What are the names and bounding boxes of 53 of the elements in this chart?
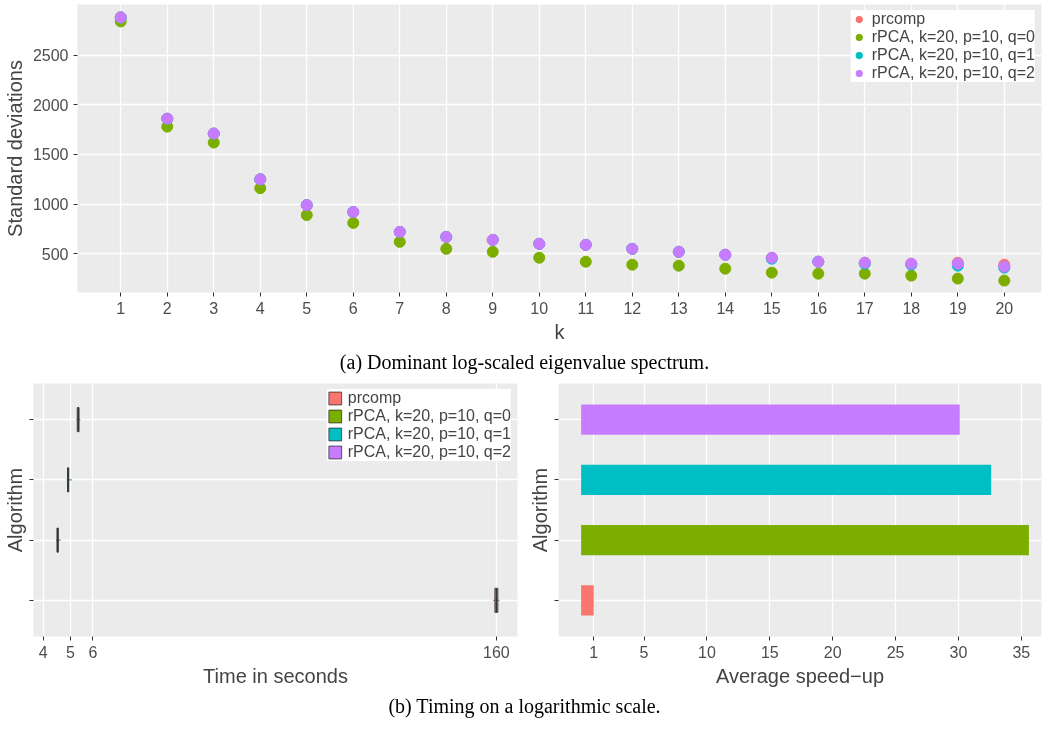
- x-tick-label: 35: [1012, 643, 1031, 661]
- x-tick-label: 4: [255, 299, 265, 317]
- legend-label: prcomp: [871, 10, 926, 28]
- text: (b) Timing on a logarithmic scale.: [388, 694, 661, 720]
- x-tick-label: 7: [395, 299, 405, 317]
- y-tick-label: 2000: [32, 96, 69, 114]
- x-tick-label: 25: [886, 643, 905, 661]
- legend-label: rPCA, k=20, p=10, q=1: [347, 425, 511, 443]
- legend-label: rPCA, k=20, p=10, q=2: [347, 443, 511, 461]
- x-tick-label: 1: [589, 643, 599, 661]
- y-tick-label: 1500: [32, 146, 69, 164]
- legend-label: prcomp: [347, 389, 402, 407]
- x-tick-label: 12: [623, 299, 642, 317]
- x-tick-label: 13: [669, 299, 688, 317]
- x-tick-label: 15: [760, 643, 779, 661]
- x-axis-title: Time in seconds: [203, 664, 348, 687]
- x-tick-label: 160: [483, 643, 510, 661]
- y-axis-title: Algorithm: [528, 467, 551, 553]
- x-tick-label: 16: [809, 299, 828, 317]
- x-axis-title: k: [554, 320, 566, 343]
- x-tick-label: 20: [823, 643, 842, 661]
- x-tick-label: 30: [949, 643, 968, 661]
- x-tick-label: 19: [948, 299, 967, 317]
- y-tick-label: 1000: [32, 196, 69, 214]
- y-tick-label: 2500: [32, 47, 69, 65]
- x-tick-label: 6: [88, 643, 98, 661]
- legend-label: rPCA, k=20, p=10, q=0: [871, 28, 1035, 46]
- legend-label: rPCA, k=20, p=10, q=2: [871, 64, 1035, 82]
- legend-label: rPCA, k=20, p=10, q=0: [347, 407, 511, 425]
- x-tick-label: 14: [716, 299, 735, 317]
- x-tick-label: 18: [902, 299, 921, 317]
- x-tick-label: 9: [488, 299, 498, 317]
- x-tick-label: 20: [995, 299, 1014, 317]
- x-tick-label: 8: [441, 299, 451, 317]
- x-tick-label: 17: [855, 299, 874, 317]
- x-tick-label: 6: [348, 299, 358, 317]
- x-axis-title: Average speed−up: [715, 664, 885, 687]
- x-tick-label: 5: [302, 299, 312, 317]
- x-tick-label: 3: [209, 299, 219, 317]
- y-axis-title: Standard deviations: [3, 60, 26, 237]
- x-tick-label: 1: [116, 299, 126, 317]
- legend-label: rPCA, k=20, p=10, q=1: [871, 46, 1035, 64]
- x-tick-label: 11: [577, 299, 595, 317]
- x-tick-label: 2: [162, 299, 172, 317]
- y-tick-label: 500: [41, 245, 69, 263]
- x-tick-label: 10: [698, 643, 716, 661]
- x-tick-label: 10: [530, 299, 549, 317]
- x-tick-label: 5: [639, 643, 649, 661]
- x-tick-label: 4: [38, 643, 48, 661]
- y-axis-title: Algorithm: [3, 467, 26, 553]
- x-tick-label: 5: [66, 643, 76, 661]
- x-tick-label: 15: [762, 299, 781, 317]
- text: (a) Dominant log-scaled eigenvalue spectrum.: [339, 350, 710, 376]
